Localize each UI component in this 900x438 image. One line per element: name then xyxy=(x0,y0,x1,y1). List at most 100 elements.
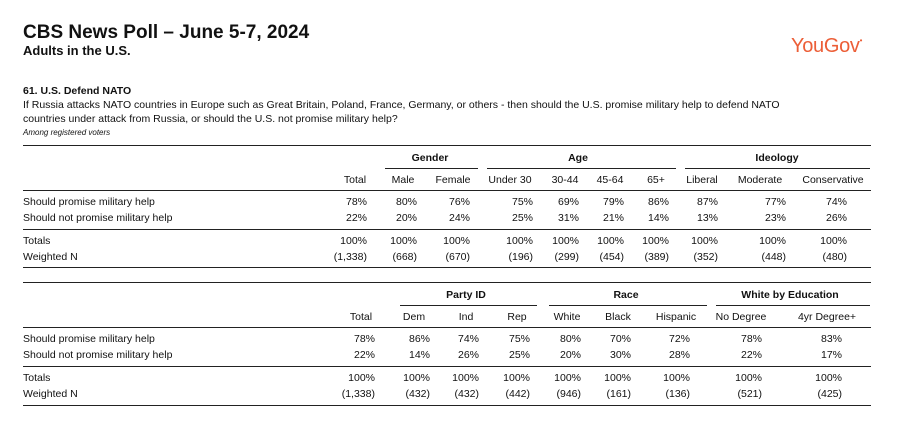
table-cell: 80% xyxy=(395,196,417,208)
column-header: Moderate xyxy=(737,174,783,186)
table-cell: 22% xyxy=(740,349,762,361)
table-cell: 21% xyxy=(602,212,624,224)
table-cell: (389) xyxy=(644,251,669,263)
table-cell: 74% xyxy=(825,196,847,208)
question-text: If Russia attacks NATO countries in Euro… xyxy=(23,99,780,125)
page-subtitle: Adults in the U.S. xyxy=(23,43,131,58)
table-cell: 100% xyxy=(506,235,533,247)
totals-rule xyxy=(23,366,871,367)
table-cell: 17% xyxy=(820,349,842,361)
table-cell: 78% xyxy=(345,196,367,208)
group-underline xyxy=(549,305,707,306)
column-header: No Degree xyxy=(715,311,767,323)
row-label: Totals xyxy=(23,235,51,247)
table-cell: (1,338) xyxy=(341,388,375,400)
table-cell: 100% xyxy=(691,235,718,247)
table-cell: 24% xyxy=(448,212,470,224)
table-cell: 26% xyxy=(457,349,479,361)
table-cell: (448) xyxy=(761,251,786,263)
question-title: 61. U.S. Defend NATO xyxy=(23,85,132,97)
group-underline xyxy=(685,168,870,169)
table-top-rule xyxy=(23,145,871,146)
table-cell: 76% xyxy=(448,196,470,208)
table-cell: 72% xyxy=(668,333,690,345)
group-header: White by Education xyxy=(741,289,839,301)
table-cell: 70% xyxy=(609,333,631,345)
table-cell: 28% xyxy=(668,349,690,361)
table-cell: 78% xyxy=(353,333,375,345)
totals-rule xyxy=(23,229,871,230)
table-cell: (1,338) xyxy=(333,251,367,263)
table-cell: 30% xyxy=(609,349,631,361)
column-header: 30-44 xyxy=(551,174,579,186)
row-label: Should not promise military help xyxy=(23,212,173,224)
table-cell: 100% xyxy=(604,372,631,384)
row-label: Totals xyxy=(23,372,51,384)
table-cell: (161) xyxy=(606,388,631,400)
row-label: Should promise military help xyxy=(23,333,155,345)
table-cell: (196) xyxy=(508,251,533,263)
column-header: Hispanic xyxy=(655,311,697,323)
column-header: Under 30 xyxy=(488,174,532,186)
column-header: Liberal xyxy=(686,174,718,186)
group-header: Age xyxy=(568,152,588,164)
group-header: Gender xyxy=(411,152,449,164)
table-cell: 75% xyxy=(508,333,530,345)
row-label: Should promise military help xyxy=(23,196,155,208)
table-cell: (668) xyxy=(392,251,417,263)
table-cell: (670) xyxy=(445,251,470,263)
group-header: Ideology xyxy=(755,152,799,164)
table-cell: 25% xyxy=(511,212,533,224)
column-header: 4yr Degree+ xyxy=(797,311,857,323)
table-bottom-rule xyxy=(23,267,871,268)
table-cell: (521) xyxy=(737,388,762,400)
column-header: Total xyxy=(349,311,373,323)
table-cell: 100% xyxy=(452,372,479,384)
table-cell: 100% xyxy=(642,235,669,247)
table-cell: 79% xyxy=(602,196,624,208)
table-cell: (946) xyxy=(556,388,581,400)
table-cell: 25% xyxy=(508,349,530,361)
column-header: Black xyxy=(605,311,631,323)
logo-mark: • xyxy=(859,36,863,45)
group-underline xyxy=(385,168,478,169)
group-underline xyxy=(400,305,537,306)
table-cell: 100% xyxy=(554,372,581,384)
group-underline xyxy=(716,305,870,306)
row-label: Weighted N xyxy=(23,251,78,263)
table-cell: 100% xyxy=(759,235,786,247)
table-cell: 100% xyxy=(503,372,530,384)
column-header: White xyxy=(553,311,581,323)
column-header: Male xyxy=(391,174,415,186)
table-cell: 83% xyxy=(820,333,842,345)
header-rule xyxy=(23,327,871,328)
table-cell: 100% xyxy=(735,372,762,384)
table-cell: 77% xyxy=(764,196,786,208)
table-cell: (454) xyxy=(599,251,624,263)
yougov-logo: YouGov• xyxy=(791,36,862,56)
table-cell: 14% xyxy=(408,349,430,361)
table-cell: 86% xyxy=(647,196,669,208)
column-header: Rep xyxy=(507,311,527,323)
table-cell: 20% xyxy=(395,212,417,224)
table-cell: 78% xyxy=(740,333,762,345)
table-cell: 23% xyxy=(764,212,786,224)
logo-text: YouGov xyxy=(791,35,860,57)
row-label: Weighted N xyxy=(23,388,78,400)
table-cell: (432) xyxy=(405,388,430,400)
group-header: Race xyxy=(613,289,639,301)
table-cell: 20% xyxy=(559,349,581,361)
column-header: 65+ xyxy=(647,174,665,186)
row-label: Should not promise military help xyxy=(23,349,173,361)
page-title: CBS News Poll – June 5-7, 2024 xyxy=(23,22,310,43)
table-cell: 100% xyxy=(820,235,847,247)
question-note: Among registered voters xyxy=(23,128,111,137)
column-header: Total xyxy=(343,174,367,186)
table-cell: 75% xyxy=(511,196,533,208)
table-cell: 100% xyxy=(552,235,579,247)
table-cell: 100% xyxy=(597,235,624,247)
table-cell: (480) xyxy=(822,251,847,263)
table-top-rule xyxy=(23,282,871,283)
table-cell: 22% xyxy=(345,212,367,224)
table-cell: 100% xyxy=(390,235,417,247)
